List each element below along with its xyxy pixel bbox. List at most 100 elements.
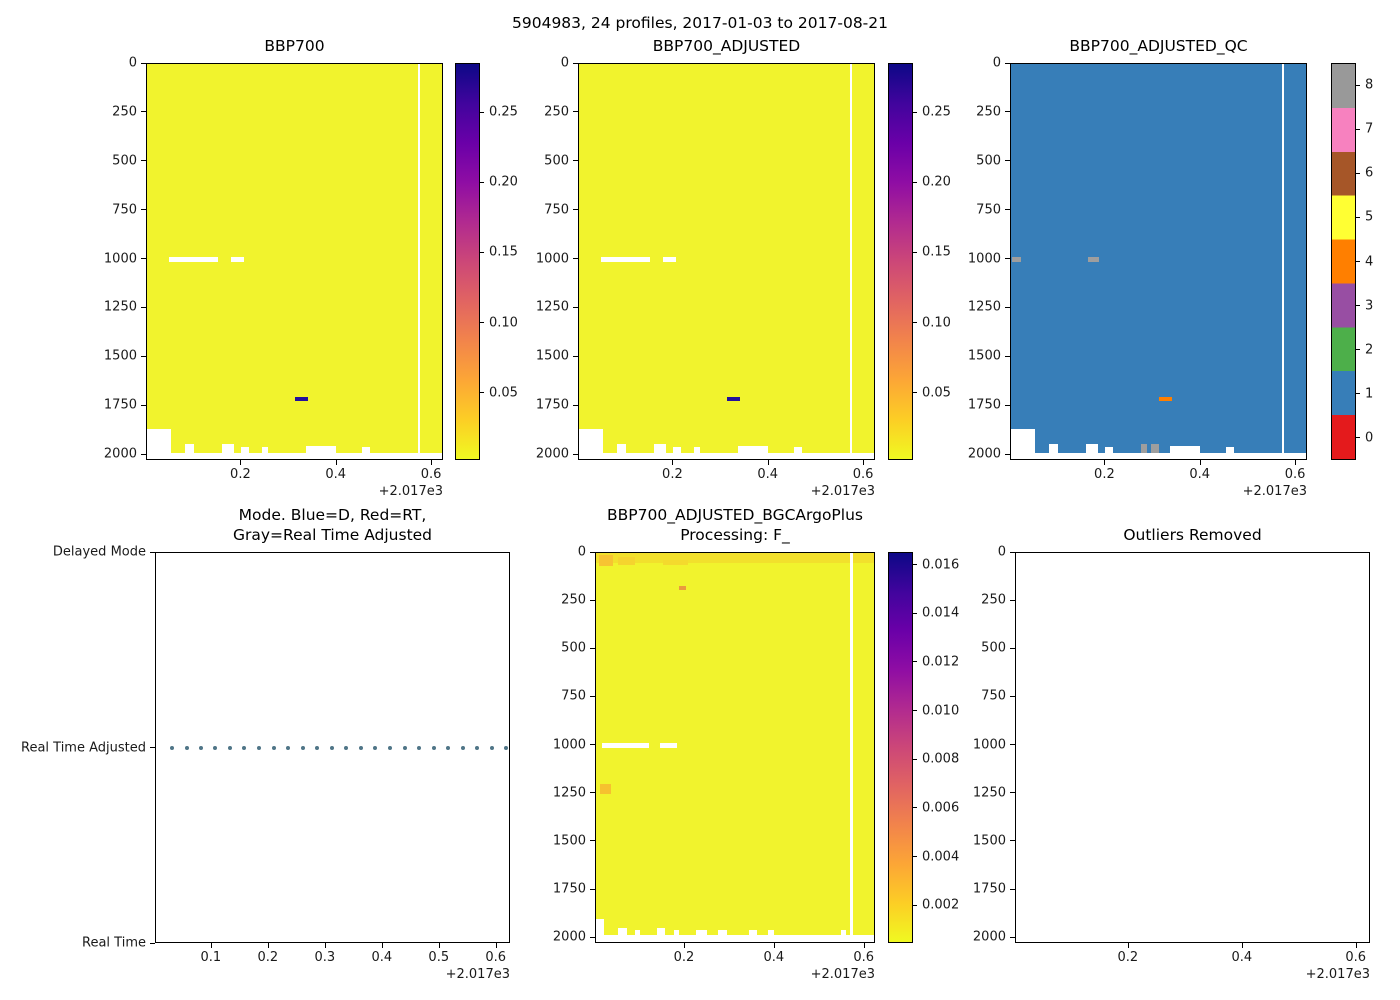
heatmap-feature [598, 554, 613, 566]
profile-dot [228, 745, 233, 750]
y-tick-label: 1500 [552, 833, 586, 849]
y-tick-label: 2000 [535, 446, 569, 462]
y-tick-label: Real Time Adjusted [21, 740, 146, 755]
y-tick-mark [1005, 209, 1010, 211]
y-tick-label: 1500 [967, 348, 1001, 364]
x-tick-mark [210, 943, 212, 948]
x-tick-label: 0.6 [420, 467, 442, 482]
colorbar-bgcargoplus: 0.002 0.004 0.006 0.008 0.010 0.012 0.014 0.016 [888, 552, 959, 943]
heatmap-feature [618, 556, 635, 565]
y-tick-mark [141, 404, 146, 406]
colorbar-tick-label: 0.15 [489, 244, 518, 260]
heatmap-feature [1086, 444, 1099, 459]
bbp700-adjusted-qc-heatmap [1010, 63, 1307, 460]
heatmap-feature [1281, 64, 1285, 459]
y-tick-mark [573, 306, 578, 308]
heatmap-feature [657, 928, 666, 942]
y-tick-label: 0 [560, 55, 569, 71]
y-tick-label: 250 [976, 104, 1001, 120]
heatmap-feature [169, 256, 218, 262]
subplot-bbp700-adjusted-qc: BBP700_ADJUSTED_QC 0 250 500 750 1000 1250 150… [968, 37, 1307, 499]
x-tick-mark [1199, 460, 1201, 465]
x-tick-mark [324, 943, 326, 948]
y-tick-mark [590, 840, 595, 842]
heatmap-feature [1151, 444, 1159, 454]
heatmap-feature [654, 444, 667, 459]
colorbar-tick-mark [480, 251, 484, 253]
heatmap-feature [241, 447, 249, 459]
x-tick-mark [767, 460, 769, 465]
y-tick-mark [1005, 404, 1010, 406]
y-tick-mark [141, 209, 146, 211]
colorbar-tick-mark [480, 392, 484, 393]
colorbar-tick-mark [913, 322, 917, 324]
heatmap-feature [596, 553, 874, 563]
colorbar-tick-mark [1356, 393, 1360, 395]
subplot-bbp700: BBP700 0 250 500 750 1000 1250 1500 1750 2000 0.… [104, 37, 443, 499]
heatmap-feature [849, 64, 853, 459]
y-tick-label: 1000 [103, 251, 137, 267]
x-tick-label: 0.4 [371, 950, 393, 965]
y-tick-label: 500 [981, 640, 1006, 656]
x-tick-label: 0.6 [852, 467, 874, 482]
colorbar-tick-mark [913, 111, 917, 113]
y-tick-label: 1000 [967, 251, 1001, 267]
y-tick-mark [1010, 647, 1015, 649]
colorbar-tick-mark [480, 322, 484, 324]
x-tick-label: 0.2 [1117, 950, 1139, 965]
y-tick-label: 1750 [967, 397, 1001, 413]
x-axis-offset-label: +2.017e3 [378, 484, 443, 499]
y-tick-label: 1750 [972, 881, 1006, 897]
heatmap-feature [1158, 396, 1172, 402]
y-tick-mark [573, 62, 578, 64]
y-tick-mark [1005, 160, 1010, 162]
y-tick-mark [1010, 744, 1015, 746]
x-tick-label: 0.2 [230, 467, 251, 482]
heatmap-feature [601, 256, 650, 262]
y-tick-label: 1250 [967, 299, 1001, 315]
colorbar-tick-label: 5 [1365, 209, 1374, 225]
colorbar-qc: 0 1 2 3 4 5 6 7 8 [1331, 63, 1373, 460]
figure-title: 5904983, 24 profiles, 2017-01-03 to 2017… [512, 14, 888, 32]
y-axis-bgcargoplus: 0 250 500 750 1000 1250 1500 1750 2000 [435, 545, 595, 945]
y-tick-mark [1005, 355, 1010, 357]
heatmap-feature [768, 930, 774, 942]
y-tick-mark [590, 599, 595, 601]
heatmap-feature [147, 453, 442, 459]
y-tick-mark [590, 792, 595, 794]
colorbar-tick-mark [1356, 216, 1360, 218]
colorbar-tick-label: 2 [1365, 342, 1374, 358]
x-tick-label: 0.2 [673, 950, 695, 965]
y-tick-label: 500 [561, 640, 586, 656]
colorbar-tick-mark [1356, 172, 1360, 174]
colorbar-tick-mark [480, 181, 484, 183]
x-tick-mark [683, 943, 685, 948]
heatmap-feature [262, 447, 268, 459]
profile-dot [373, 745, 378, 750]
y-tick-label: 750 [112, 202, 137, 218]
y-tick-mark [590, 744, 595, 746]
y-tick-mark [141, 160, 146, 162]
heatmap-feature [294, 396, 308, 402]
y-tick-mark [1005, 453, 1010, 455]
colorbar-tick-label: 8 [1365, 77, 1374, 93]
colorbar-tick-label: 0.012 [922, 654, 960, 670]
x-tick-label: 0.2 [1094, 467, 1115, 482]
y-tick-label: 1000 [535, 251, 569, 267]
x-tick-mark [267, 943, 269, 948]
y-tick-label: 1000 [972, 737, 1006, 753]
colorbar-tick-label: 3 [1365, 298, 1374, 314]
profile-dot [431, 745, 436, 750]
profile-dot [388, 745, 392, 750]
colorbar-tick-mark [480, 111, 484, 113]
colorbar-tick-label: 0.004 [922, 849, 960, 865]
x-tick-label: 0.2 [662, 467, 683, 482]
profile-dot [460, 745, 465, 750]
x-axis-outliers: 0.2 0.4 0.6 [1015, 943, 1370, 965]
y-tick-label: 250 [544, 104, 569, 120]
bbp700-adjusted-heatmap [578, 63, 875, 460]
heatmap-feature [1011, 453, 1306, 459]
heatmap-feature [185, 444, 195, 459]
y-tick-label: 250 [981, 592, 1006, 608]
